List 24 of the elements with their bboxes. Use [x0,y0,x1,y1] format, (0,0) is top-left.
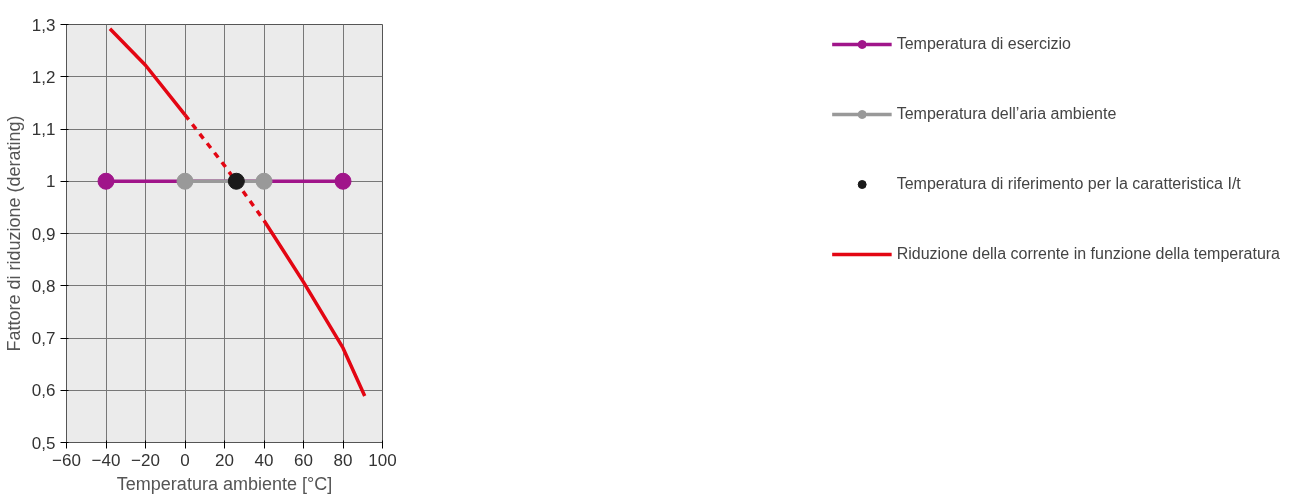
x-tick-label: 100 [368,450,397,470]
x-tick-label: 80 [333,450,353,470]
x-tick-label: 60 [294,450,313,470]
x-tick-label: 20 [215,450,234,470]
x-tick-label: 0 [180,450,190,470]
legend-label: Temperatura dell’aria ambiente [896,105,1117,123]
y-tick-label: 0,5 [31,433,56,453]
y-tick-label: 0,9 [31,224,56,244]
y-tick-label: 1,3 [31,15,56,35]
y-tick-label: 0,8 [31,276,56,296]
y-tick-label: 1,1 [31,120,56,139]
x-axis-title: Temperatura ambiente [°C] [116,473,333,494]
y-tick-label: 1 [46,172,56,192]
x-tick-label: −60 [52,450,81,470]
x-tick-label: −20 [131,450,160,470]
legend-label: Temperatura di riferimento per la caratteristica I/t [896,175,1241,193]
y-tick-label: 1,2 [31,67,56,87]
y-tick-label: 0,7 [31,329,56,348]
y-tick-label: 0,6 [31,381,56,401]
x-tick-label: −40 [91,450,121,470]
x-tick-label: 40 [254,450,274,470]
y-axis-title: Fattore di riduzione (derating) [3,115,24,352]
legend-label: Riduzione della corrente in funzione della temperatura [896,245,1280,263]
legend-label: Temperatura di esercizio [896,35,1071,53]
